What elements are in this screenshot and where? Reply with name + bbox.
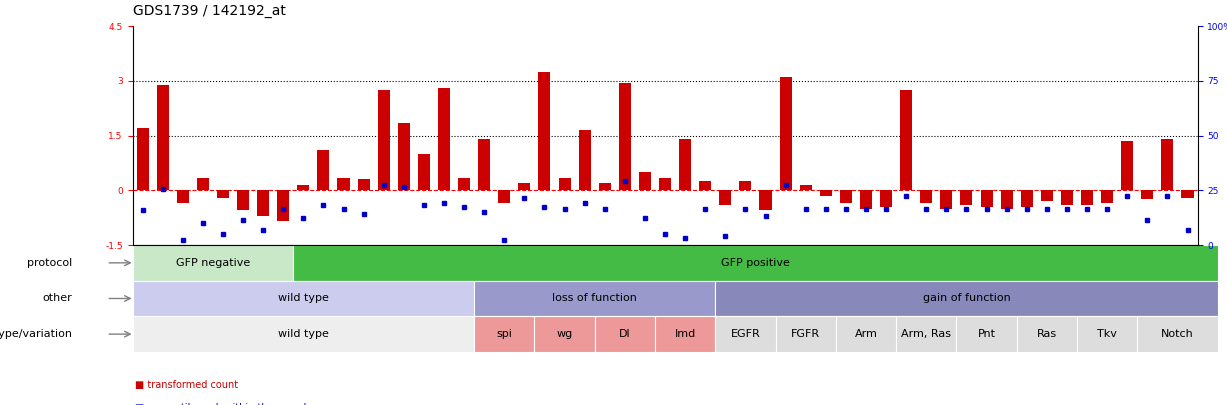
Bar (775, 316, 836, 352)
Bar (920, 190, 933, 203)
Bar (293, 245, 1217, 281)
Text: Tkv: Tkv (1097, 329, 1117, 339)
Bar (715, 281, 1217, 316)
Bar (961, 190, 973, 205)
Bar (820, 190, 832, 196)
Bar (1162, 139, 1173, 190)
Text: loss of function: loss of function (552, 294, 637, 303)
Bar (157, 85, 168, 190)
Bar (740, 181, 751, 190)
Bar (1001, 190, 1012, 209)
Bar (579, 130, 590, 190)
Bar (133, 316, 474, 352)
Bar (337, 177, 350, 190)
Text: Arm: Arm (854, 329, 877, 339)
Text: ■ percentile rank within the sample: ■ percentile rank within the sample (135, 403, 313, 405)
Bar (518, 183, 530, 190)
Bar (474, 281, 715, 316)
Bar (940, 190, 952, 209)
Bar (237, 190, 249, 211)
Bar (1040, 190, 1053, 201)
Text: gain of function: gain of function (923, 294, 1010, 303)
Bar (318, 150, 329, 190)
Bar (398, 123, 410, 190)
Bar (980, 190, 993, 207)
Bar (896, 316, 956, 352)
Text: other: other (43, 294, 72, 303)
Bar (1061, 190, 1072, 205)
Text: protocol: protocol (27, 258, 72, 268)
Bar (1017, 316, 1077, 352)
Bar (839, 190, 852, 203)
Bar (535, 316, 595, 352)
Bar (136, 128, 148, 190)
Text: wild type: wild type (277, 294, 329, 303)
Text: GFP positive: GFP positive (721, 258, 790, 268)
Text: spi: spi (497, 329, 512, 339)
Bar (297, 185, 309, 190)
Bar (639, 172, 652, 190)
Bar (679, 139, 691, 190)
Text: Pnt: Pnt (978, 329, 995, 339)
Bar (539, 72, 551, 190)
Bar (655, 316, 715, 352)
Text: Ras: Ras (1037, 329, 1056, 339)
Bar (599, 183, 611, 190)
Bar (418, 154, 429, 190)
Bar (217, 190, 229, 198)
Text: EGFR: EGFR (730, 329, 761, 339)
Bar (1141, 190, 1153, 200)
Bar (800, 185, 812, 190)
Text: Imd: Imd (675, 329, 696, 339)
Bar (1077, 316, 1137, 352)
Bar (715, 316, 775, 352)
Bar (133, 245, 293, 281)
Bar (659, 177, 671, 190)
Bar (860, 190, 872, 209)
Bar (618, 83, 631, 190)
Bar (1137, 316, 1217, 352)
Text: ■ transformed count: ■ transformed count (135, 380, 238, 390)
Bar (719, 190, 731, 205)
Bar (1081, 190, 1093, 205)
Text: GFP negative: GFP negative (175, 258, 250, 268)
Bar (1182, 190, 1194, 198)
Bar (595, 316, 655, 352)
Bar (1121, 141, 1134, 190)
Bar (133, 281, 474, 316)
Bar (779, 77, 791, 190)
Text: genotype/variation: genotype/variation (0, 329, 72, 339)
Bar (1101, 190, 1113, 203)
Bar (357, 179, 369, 190)
Bar (378, 90, 390, 190)
Bar (558, 177, 571, 190)
Bar (699, 181, 712, 190)
Text: wild type: wild type (277, 329, 329, 339)
Text: GDS1739 / 142192_at: GDS1739 / 142192_at (133, 4, 286, 18)
Text: Notch: Notch (1161, 329, 1194, 339)
Bar (196, 177, 209, 190)
Text: wg: wg (556, 329, 573, 339)
Text: Dl: Dl (620, 329, 631, 339)
Bar (836, 316, 896, 352)
Text: FGFR: FGFR (791, 329, 821, 339)
Bar (474, 316, 535, 352)
Bar (1021, 190, 1033, 207)
Bar (277, 190, 290, 221)
Bar (956, 316, 1017, 352)
Text: Arm, Ras: Arm, Ras (902, 329, 951, 339)
Bar (880, 190, 892, 207)
Bar (901, 90, 912, 190)
Bar (458, 177, 470, 190)
Bar (177, 190, 189, 203)
Bar (258, 190, 269, 216)
Bar (438, 88, 450, 190)
Bar (498, 190, 510, 203)
Bar (760, 190, 772, 211)
Bar (479, 139, 491, 190)
